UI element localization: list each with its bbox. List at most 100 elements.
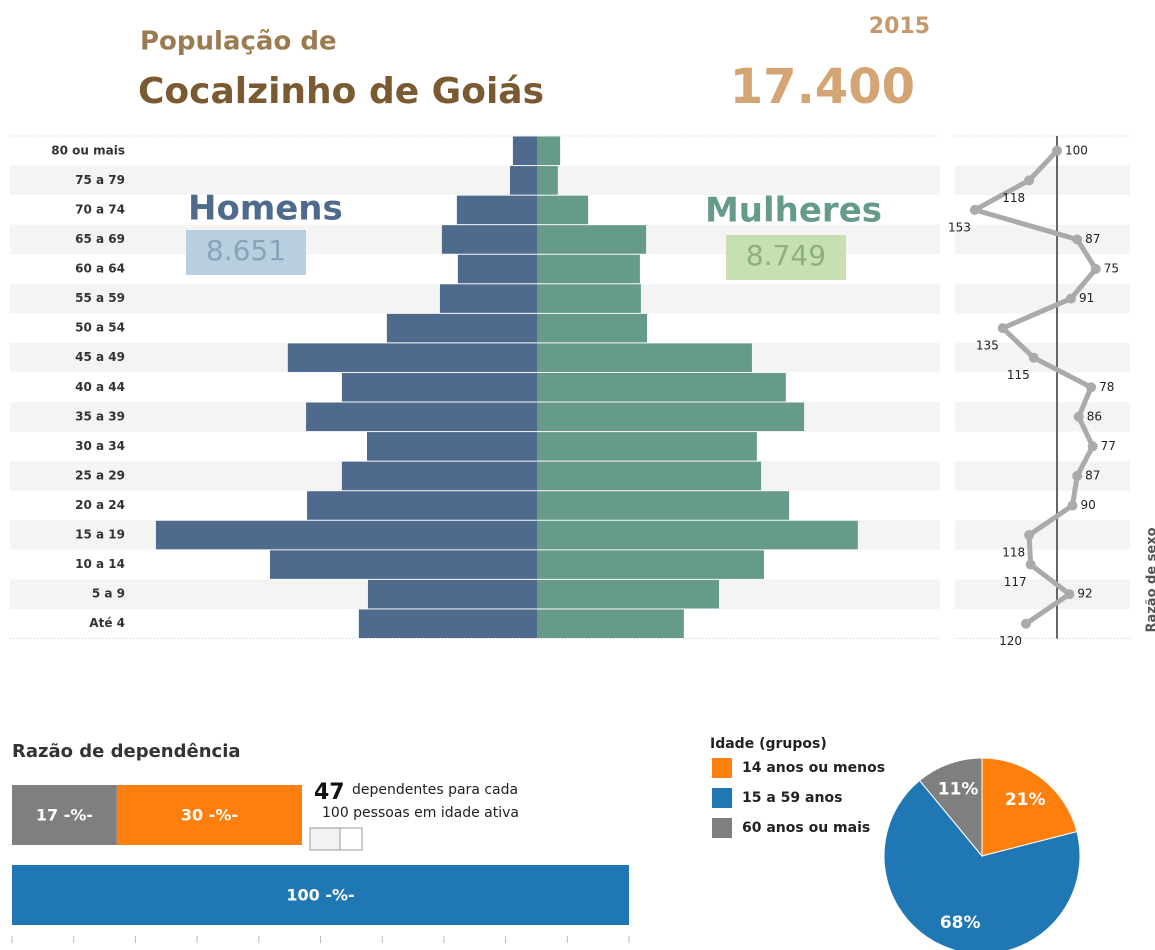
age-label: Até 4 — [89, 616, 125, 630]
ratio-point — [1028, 352, 1039, 363]
ratio-point — [1072, 470, 1083, 481]
row-stripe — [955, 579, 1130, 609]
legend-label: 15 a 59 anos — [742, 790, 842, 806]
bar-segment — [116, 785, 302, 845]
subtitle: População de — [140, 27, 337, 57]
year: 2015 — [869, 14, 930, 39]
ratio-label: 118 — [1002, 546, 1025, 560]
row-stripe — [955, 342, 1130, 373]
ratio-point — [1024, 530, 1035, 541]
total-box — [726, 235, 846, 280]
bar — [537, 609, 684, 638]
bar — [537, 254, 640, 284]
ratio-point — [1021, 618, 1031, 629]
ratio-label: 78 — [1099, 380, 1114, 394]
bar — [512, 136, 537, 166]
age-label: 5 a 9 — [92, 587, 125, 601]
bar — [457, 254, 537, 284]
ratio-point — [1087, 441, 1098, 452]
ratio-label: 92 — [1077, 587, 1092, 601]
age-label: 70 a 74 — [75, 202, 125, 216]
note-value: 47 — [314, 780, 345, 805]
control-box — [339, 827, 363, 851]
age-label: 25 a 29 — [75, 468, 125, 482]
ratio-point — [1052, 145, 1062, 156]
bar — [537, 225, 647, 254]
ratio-line — [972, 149, 1099, 626]
legend-swatch — [712, 788, 732, 808]
bar — [537, 579, 720, 609]
ratio-point — [1065, 293, 1076, 304]
pie-label: 21% — [1005, 790, 1046, 810]
ratio-label: 90 — [1081, 498, 1096, 512]
row-stripe — [955, 461, 1130, 491]
legend-swatch — [712, 758, 732, 778]
age-label: 75 a 79 — [75, 173, 125, 187]
age-label: 20 a 24 — [75, 498, 125, 512]
legend-label: 14 anos ou menos — [742, 760, 885, 776]
bar — [441, 225, 537, 254]
row-stripe — [10, 165, 940, 196]
bar — [537, 195, 589, 225]
bar-segment — [12, 785, 117, 845]
bar — [537, 136, 561, 166]
bar — [537, 461, 762, 491]
pie-slice — [883, 779, 1081, 950]
note-text: dependentes para cada — [352, 782, 518, 798]
bar — [537, 372, 786, 402]
ratio-point — [1067, 500, 1078, 511]
ratio-point — [1086, 382, 1097, 393]
ratio-label: 118 — [1002, 191, 1025, 205]
ratio-label: 115 — [1007, 368, 1030, 382]
bar — [509, 166, 537, 195]
bar — [155, 520, 537, 550]
age-label: 80 ou mais — [51, 143, 125, 157]
control-box — [309, 827, 341, 851]
bar-label: 17 -%- — [36, 806, 93, 825]
age-label: 35 a 39 — [75, 409, 125, 423]
pie-slice — [981, 757, 1078, 857]
age-label: 55 a 59 — [75, 291, 125, 305]
bar — [537, 166, 558, 195]
bar — [386, 313, 537, 343]
bar — [306, 402, 537, 432]
age-label: 65 a 69 — [75, 232, 125, 246]
age-label: 60 a 64 — [75, 262, 125, 276]
bar-segment — [12, 865, 629, 925]
axis-label: Razão de sexo — [1145, 527, 1155, 632]
row-stripe — [955, 402, 1130, 432]
bar — [269, 550, 537, 579]
bar — [537, 550, 765, 579]
bar — [366, 432, 537, 461]
bar — [537, 402, 805, 432]
bar — [537, 313, 648, 343]
legend-label: Mulheres — [705, 191, 882, 231]
ratio-label: 100 — [1065, 143, 1088, 157]
chart-title: Razão de dependência — [12, 741, 241, 762]
age-label: 15 a 19 — [75, 528, 125, 542]
ratio-point — [1073, 411, 1084, 422]
bar — [307, 491, 537, 520]
bar — [341, 372, 537, 402]
age-label: 40 a 44 — [75, 380, 125, 394]
age-label: 10 a 14 — [75, 557, 125, 571]
pie-slice — [918, 757, 983, 858]
ratio-label: 75 — [1104, 262, 1119, 276]
row-stripe — [955, 165, 1130, 196]
age-label: 30 a 34 — [75, 439, 125, 453]
bar — [537, 284, 641, 313]
age-label: 45 a 49 — [75, 350, 125, 364]
age-label: 50 a 54 — [75, 321, 125, 335]
ratio-point — [1090, 264, 1101, 275]
title: Cocalzinho de Goiás — [138, 71, 544, 112]
bar-label: 30 -%- — [181, 806, 238, 825]
ratio-point — [1024, 175, 1035, 186]
bar — [367, 579, 537, 609]
total-value: 8.651 — [206, 234, 286, 267]
legend-swatch — [712, 818, 732, 838]
population: 17.400 — [730, 59, 915, 115]
ratio-label: 87 — [1085, 232, 1100, 246]
legend-label: 60 anos ou mais — [742, 820, 870, 836]
